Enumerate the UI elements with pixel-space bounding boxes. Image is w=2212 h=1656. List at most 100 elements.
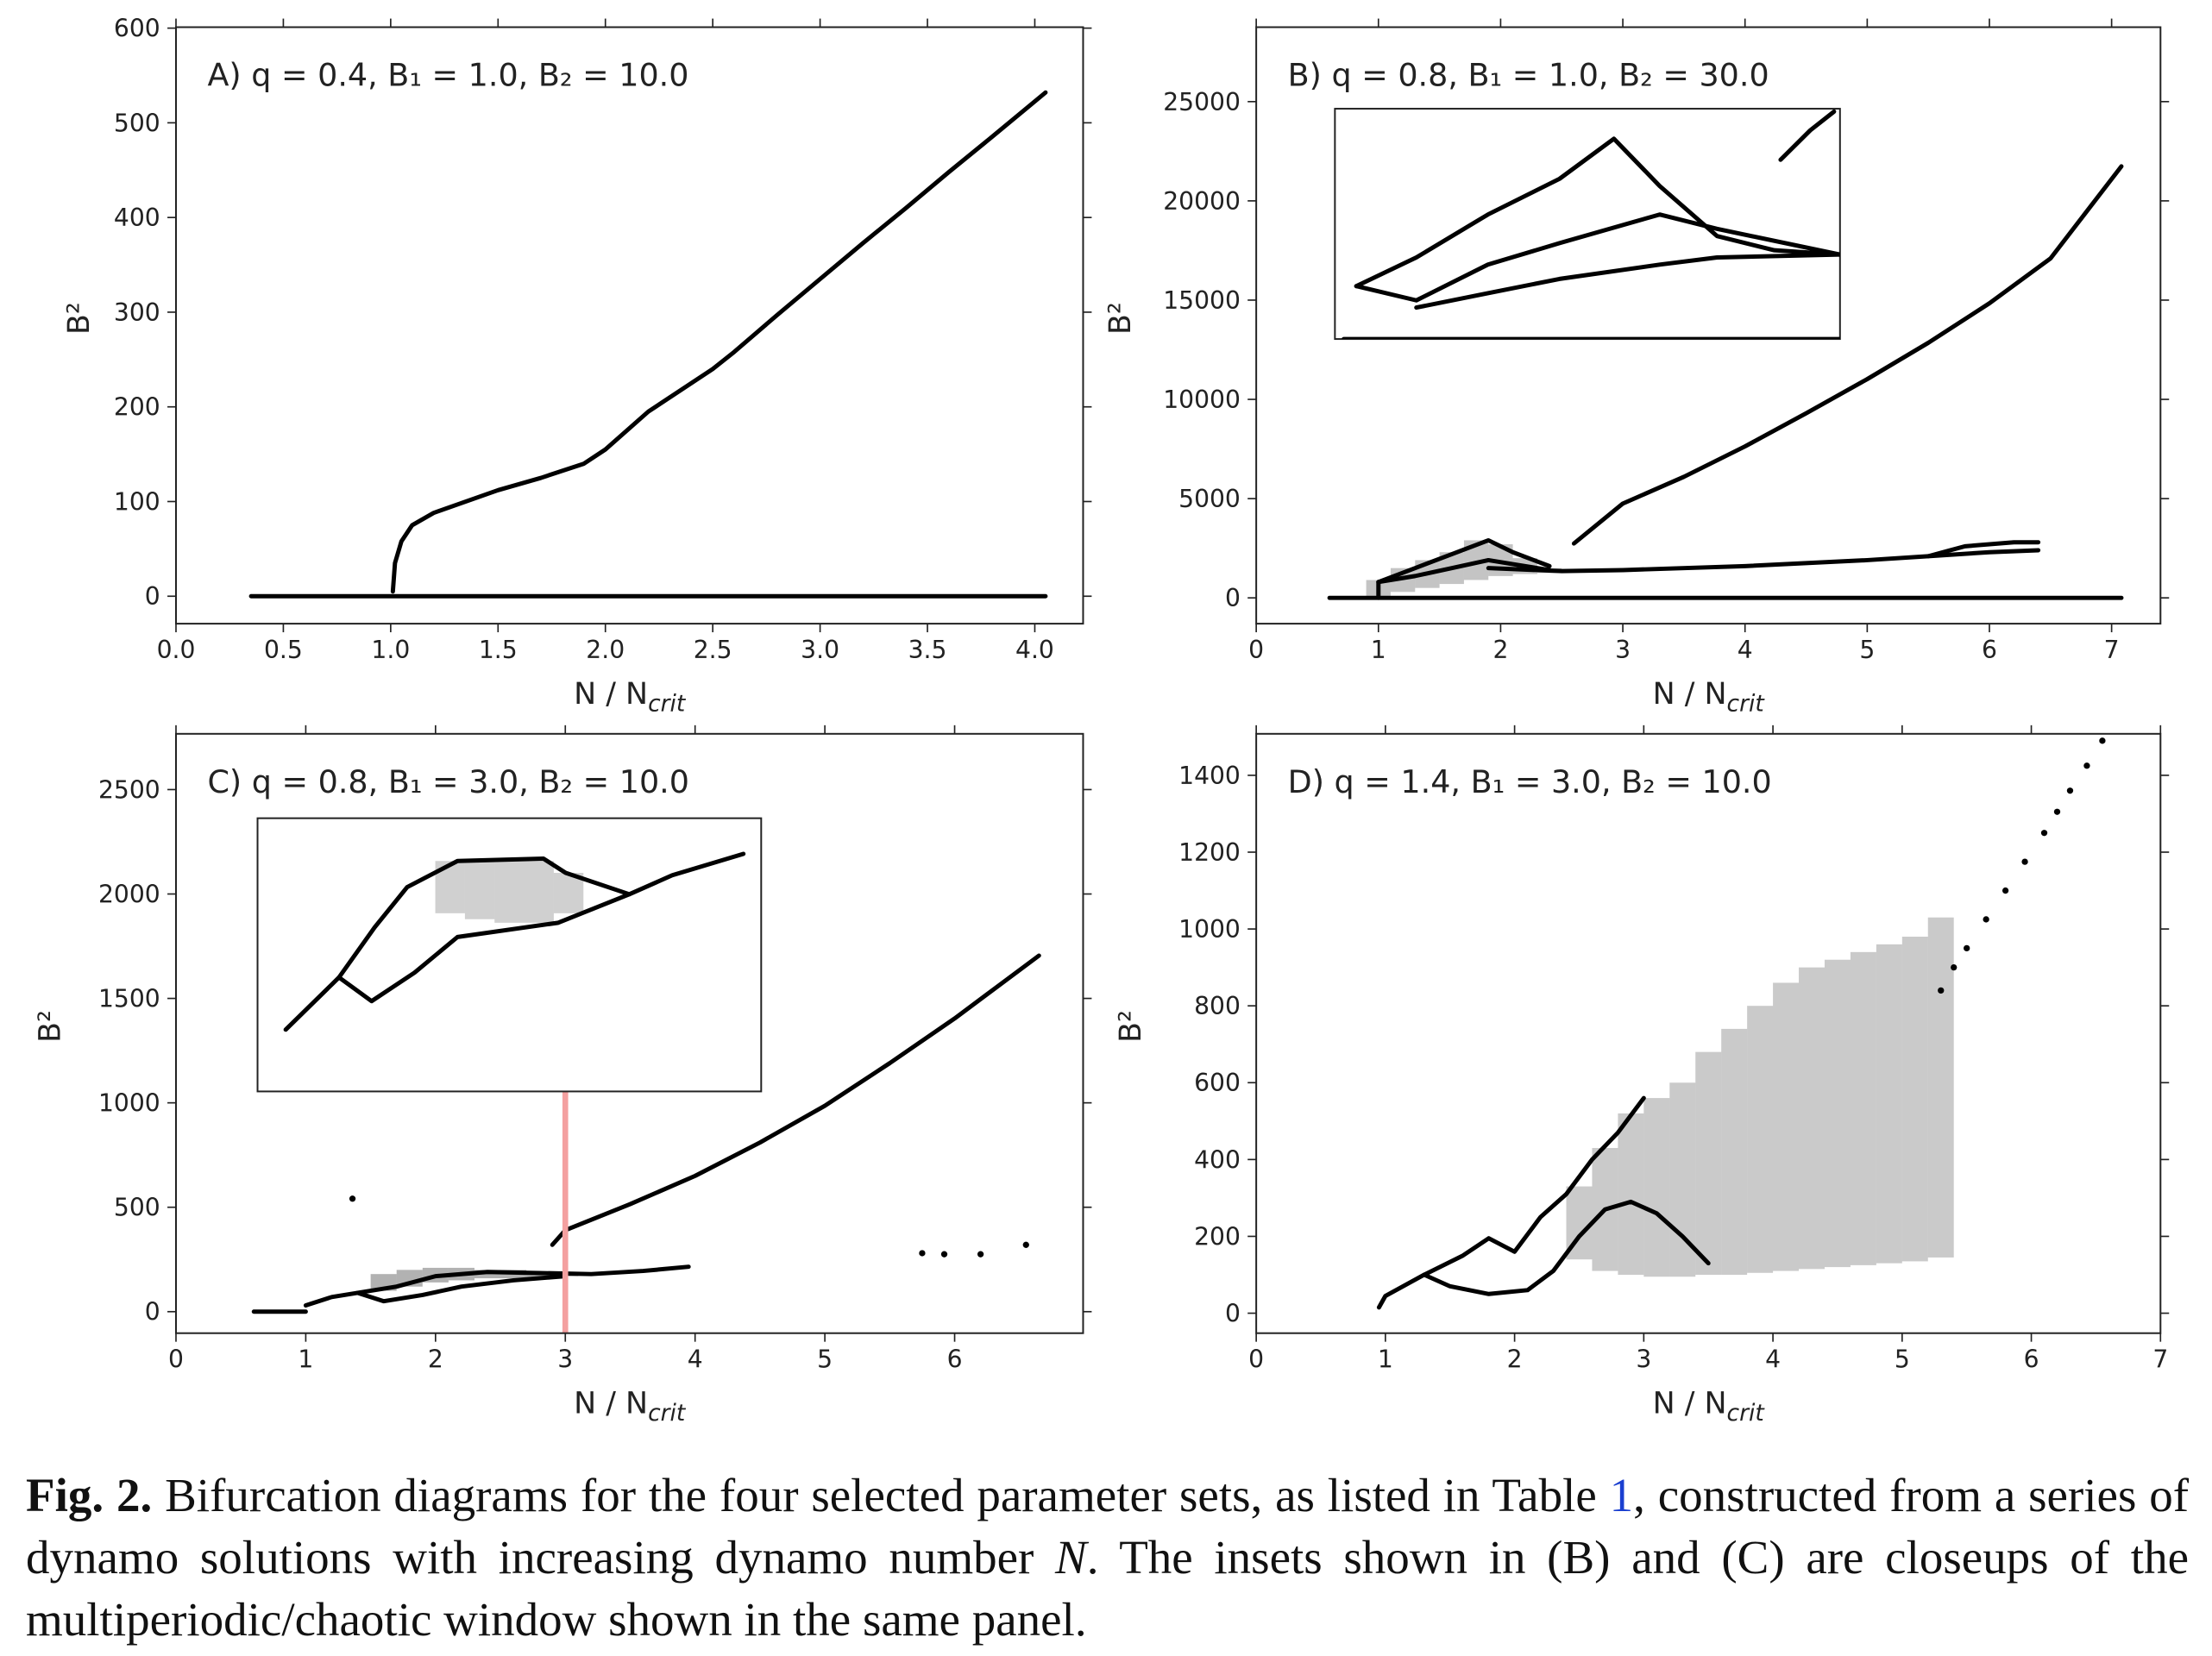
chaotic-band — [1618, 1113, 1644, 1276]
point — [349, 1195, 356, 1202]
panel: 0.0 0.5 1.0 1.5 2.0 2.5 3.0 3.5 4.0 0 100 200 300 400… — [62, 15, 1092, 717]
x-tick-label: 0 — [1248, 1346, 1264, 1374]
chaotic-band — [1695, 1051, 1722, 1276]
chaotic-band — [1901, 937, 1928, 1262]
plot-area — [251, 953, 1041, 1314]
y-axis-label: B² — [1114, 1010, 1148, 1043]
panel: 0 1 2 3 4 5 6 0 500 1000 1500 2000 2500 C) q = 0.8, B… — [34, 724, 1092, 1427]
inset-frame — [256, 817, 763, 1093]
x-tick-label: 1 — [1378, 1346, 1393, 1374]
y-tick-label: 100 — [114, 487, 160, 516]
y-tick-label: 1000 — [98, 1089, 160, 1118]
x-tick-label: 3.0 — [801, 636, 839, 664]
x-tick-label: 6 — [947, 1346, 963, 1374]
y-axis-label: B² — [62, 302, 97, 335]
point — [1983, 916, 1989, 923]
x-axis-label: N / Ncrit — [574, 1387, 687, 1427]
x-axis-label-sub: crit — [1727, 690, 1766, 717]
x-tick-label: 0 — [168, 1346, 184, 1374]
x-tick-label: 0.5 — [264, 636, 303, 664]
x-tick-label: 3 — [557, 1346, 573, 1374]
y-tick-label: 15000 — [1163, 286, 1241, 315]
inset — [283, 851, 746, 1032]
y-axis-label: B² — [1103, 302, 1138, 335]
y-tick-label: 0 — [1225, 584, 1241, 612]
chaotic-band — [464, 858, 495, 919]
x-tick-label: 7 — [2104, 636, 2120, 664]
branch — [1376, 1095, 1646, 1310]
y-tick-label: 0 — [145, 1298, 160, 1327]
chaotic-band — [553, 873, 584, 913]
y-tick-label: 500 — [114, 1194, 160, 1222]
branch — [1422, 1199, 1711, 1296]
branch — [303, 1264, 691, 1308]
caption-text: , constructed from a series of dynamo so… — [26, 1469, 2190, 1584]
x-tick-label: 5 — [1859, 636, 1875, 664]
chaotic-band — [1927, 917, 1954, 1258]
axes-frame — [1255, 732, 2162, 1334]
axes-frame — [1255, 26, 2162, 625]
branch — [1414, 252, 1840, 310]
x-axis-label-sub: crit — [648, 1400, 687, 1427]
branch — [1778, 109, 1837, 162]
y-tick-label: 1000 — [1178, 915, 1241, 944]
y-tick-label: 400 — [1194, 1145, 1241, 1174]
point — [2099, 737, 2106, 744]
point — [919, 1250, 926, 1257]
y-tick-label: 5000 — [1178, 485, 1241, 513]
plot-area — [1327, 164, 2124, 600]
chaotic-band — [494, 858, 525, 923]
table-link[interactable]: 1 — [1609, 1469, 1634, 1521]
x-tick-label: 0.0 — [157, 636, 196, 664]
chaotic-band — [1799, 967, 1825, 1270]
chaotic-band — [1747, 1006, 1774, 1273]
y-tick-label: 25000 — [1163, 88, 1241, 116]
chaotic-band — [1876, 944, 1902, 1264]
x-tick-label: 3.5 — [908, 636, 947, 664]
panel-annotation: A) q = 0.4, B₁ = 1.0, B₂ = 10.0 — [207, 57, 688, 94]
point — [2066, 787, 2074, 794]
x-tick-label: 6 — [1982, 636, 1997, 664]
panel-annotation: C) q = 0.8, B₁ = 3.0, B₂ = 10.0 — [207, 763, 688, 800]
branch — [1354, 136, 1840, 289]
x-axis-label-main: N / N — [574, 677, 648, 712]
x-axis-label-main: N / N — [1653, 677, 1727, 712]
branch — [1926, 540, 2041, 559]
panel-annotation: D) q = 1.4, B₁ = 3.0, B₂ = 10.0 — [1288, 763, 1772, 800]
point — [2083, 762, 2090, 769]
x-tick-label: 3 — [1615, 636, 1631, 664]
y-axis-label: B² — [34, 1010, 68, 1043]
panel: 0 1 2 3 4 5 6 7 0 5000 10000 15000 20000 25000 B) q = … — [1103, 18, 2170, 717]
x-axis-label: N / Ncrit — [574, 677, 687, 717]
branch — [1376, 537, 1552, 585]
chaotic-band — [1824, 959, 1851, 1268]
y-tick-label: 1500 — [98, 985, 160, 1013]
x-tick-label: 0 — [1248, 636, 1264, 664]
caption-italic: N — [1055, 1531, 1087, 1584]
chaotic-band — [1643, 1098, 1670, 1277]
caption-text: . The insets shown in (B) and (C) are cl… — [26, 1531, 2189, 1646]
point — [2021, 858, 2028, 865]
x-tick-label: 2 — [1492, 636, 1508, 664]
point — [940, 1251, 948, 1258]
y-tick-label: 200 — [114, 393, 160, 422]
branch — [355, 1274, 568, 1304]
x-axis-label: N / Ncrit — [1653, 1387, 1766, 1427]
x-tick-label: 3 — [1636, 1346, 1651, 1374]
branch — [1354, 212, 1840, 303]
y-tick-label: 0 — [1225, 1299, 1241, 1327]
y-tick-label: 300 — [114, 298, 160, 327]
x-tick-label: 2.0 — [586, 636, 625, 664]
x-tick-label: 2 — [428, 1346, 443, 1374]
branch — [1571, 164, 2124, 546]
x-tick-label: 1 — [1371, 636, 1386, 664]
x-tick-label: 4 — [688, 1346, 703, 1374]
panel: 0 1 2 3 4 5 6 7 0 200 400 600 800 1000 1200 1400 D) q = … — [1114, 724, 2170, 1427]
point — [1964, 944, 1970, 952]
x-axis-label: N / Ncrit — [1653, 677, 1766, 717]
panel-annotation: B) q = 0.8, B₁ = 1.0, B₂ = 30.0 — [1288, 57, 1769, 94]
point — [2001, 887, 2009, 894]
x-axis-label-main: N / N — [1653, 1387, 1727, 1421]
x-axis-label-sub: crit — [648, 690, 687, 717]
